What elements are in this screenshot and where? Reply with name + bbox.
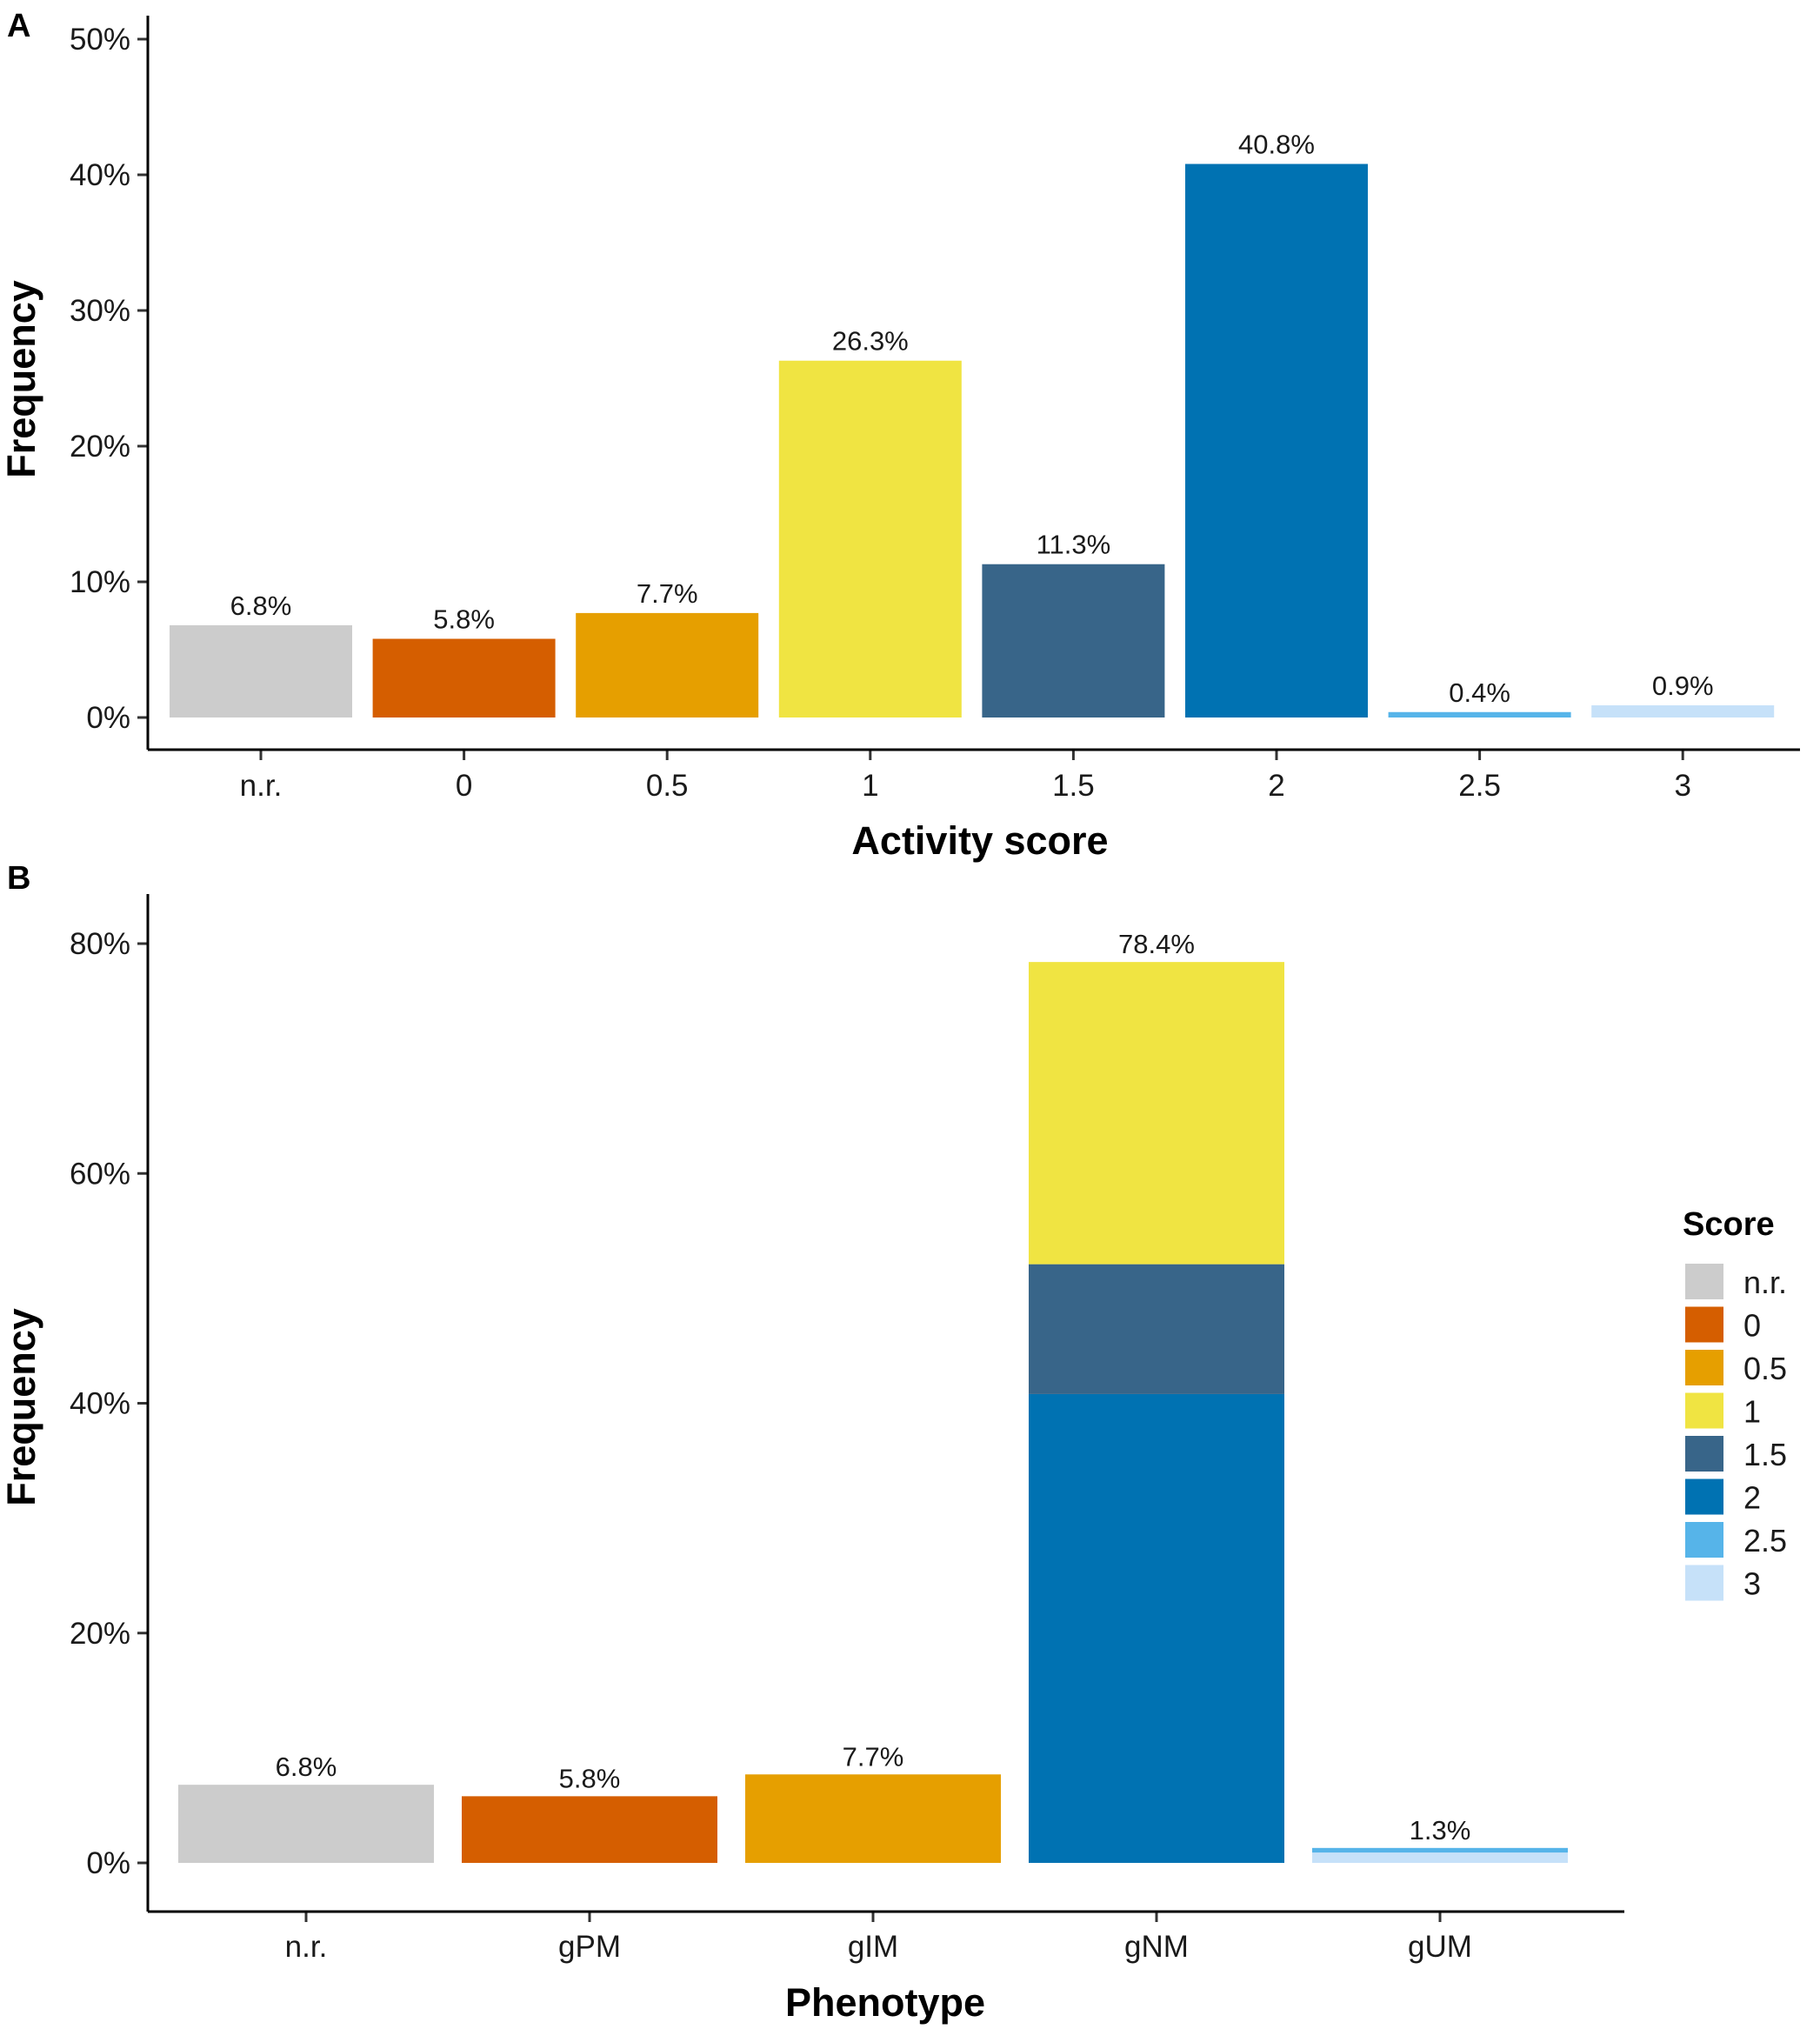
- panel-a-y-tick-label: 0%: [86, 701, 130, 735]
- legend-swatch-3: [1685, 1565, 1723, 1601]
- panel-b-x-tick-label-gnm: gNM: [1124, 1930, 1189, 1964]
- panel-b-x-tick-label-gpm: gPM: [558, 1930, 621, 1964]
- legend-swatch-1: [1685, 1392, 1723, 1429]
- panel-a-y-tick-label: 10%: [70, 565, 130, 599]
- panel-a-x-tick-label-0: 0: [456, 769, 472, 803]
- bar-0: [372, 638, 556, 717]
- bar-gnm-score-2: [1029, 1393, 1284, 1863]
- panel-a-x-title: Activity score: [851, 818, 1108, 863]
- bar-0-5: [576, 612, 759, 717]
- legend-swatch-n-r-: [1685, 1264, 1723, 1299]
- panel-a-y-tick-label: 30%: [70, 294, 130, 328]
- bar-label-0-5: 7.7%: [637, 578, 698, 609]
- legend-label-0: 0: [1743, 1308, 1761, 1344]
- bar-label-1-5: 11.3%: [1037, 530, 1111, 560]
- bar-label-gnm: 78.4%: [1118, 929, 1195, 959]
- legend: Score n.r. 0 0.5 1 1.5 2 2.5 3: [1683, 1206, 1787, 1602]
- legend-swatch-2-5: [1685, 1522, 1723, 1558]
- legend-label-n-r-: n.r.: [1743, 1265, 1787, 1300]
- bar-label-gum: 1.3%: [1410, 1815, 1471, 1845]
- panel-a-x-tick-label-2-5: 2.5: [1458, 769, 1501, 803]
- panel-a-x-tick-label-2: 2: [1268, 769, 1284, 803]
- panel-b-x-tick-label-gim: gIM: [848, 1930, 898, 1964]
- panel-b: B 0% 20% 40% 60% 80% 6.8% 5.8% 7.7% 78.4% 1.3% n…: [0, 860, 1624, 2025]
- bar-label-0: 5.8%: [433, 604, 495, 635]
- legend-swatch-0: [1685, 1306, 1723, 1343]
- panel-letter-a: A: [7, 8, 30, 44]
- bar-label-3: 0.9%: [1652, 671, 1714, 701]
- panel-b-bar-labels: 6.8% 5.8% 7.7% 78.4% 1.3%: [276, 929, 1471, 1845]
- panel-a-y-tick-label: 50%: [70, 23, 130, 57]
- panel-b-y-tick-label: 40%: [70, 1387, 130, 1421]
- panel-a-y-tick-label: 40%: [70, 158, 130, 192]
- legend-label-1: 1: [1743, 1394, 1761, 1430]
- panel-b-y-tick-label: 0%: [86, 1846, 130, 1880]
- panel-b-x-ticks: n.r. gPM gIM gNM gUM: [285, 1912, 1472, 1964]
- panel-b-bars: [178, 962, 1568, 1863]
- bar-gim-score-0-5: [745, 1774, 1001, 1863]
- legend-label-2-5: 2.5: [1743, 1523, 1787, 1558]
- legend-label-3: 3: [1743, 1566, 1761, 1602]
- panel-a: A 0%10%20%30%40%50% 6.8% 5.8%7.7%26.3%11.…: [0, 8, 1800, 863]
- panel-b-y-tick-label: 60%: [70, 1157, 130, 1191]
- bar-gum-score-3: [1312, 1852, 1568, 1863]
- legend-label-0-5: 0.5: [1743, 1351, 1787, 1386]
- panel-b-x-tick-label-gum: gUM: [1408, 1930, 1472, 1964]
- legend-label-2: 2: [1743, 1480, 1761, 1516]
- bar-label-2-5: 0.4%: [1449, 677, 1510, 708]
- panel-a-bar-labels: 6.8% 5.8% 7.7% 26.3% 11.3% 40.8% 0.4% 0.9%: [230, 130, 1714, 708]
- bar-1: [778, 360, 962, 717]
- panel-b-y-tick-label: 80%: [70, 927, 130, 961]
- bar-gum-score-2-5: [1312, 1847, 1568, 1853]
- panel-a-bars: [170, 164, 1775, 717]
- panel-a-x-tick-label-1-5: 1.5: [1052, 769, 1095, 803]
- bar-1-5: [982, 564, 1165, 717]
- bar-n-r-: [170, 624, 352, 717]
- panel-a-x-tick-label-1: 1: [862, 769, 878, 803]
- bar-gnm-score-1-5: [1029, 1264, 1284, 1394]
- legend-swatch-2: [1685, 1478, 1723, 1515]
- bar-label-n-r-: 6.8%: [230, 591, 292, 621]
- panel-a-y-title: Frequency: [0, 280, 43, 478]
- legend-entries: n.r. 0 0.5 1 1.5 2 2.5 3: [1685, 1264, 1787, 1602]
- bar-label-gim: 7.7%: [843, 1741, 904, 1772]
- panel-a-x-tick-label-n-r-: n.r.: [240, 769, 283, 803]
- bar-2: [1185, 164, 1368, 717]
- bar-label-2: 40.8%: [1238, 130, 1315, 160]
- bar-gnm-score-1: [1029, 962, 1284, 1265]
- panel-a-x-ticks: n.r. 0 0.5 1 1.5 2 2.5 3: [240, 750, 1691, 803]
- bar-2-5: [1388, 711, 1571, 717]
- bar-label-n-r-: 6.8%: [276, 1752, 337, 1782]
- panel-a-y-tick-label: 20%: [70, 430, 130, 464]
- legend-swatch-1-5: [1685, 1436, 1723, 1472]
- legend-label-1-5: 1.5: [1743, 1437, 1787, 1472]
- panel-b-x-title: Phenotype: [785, 1980, 985, 2025]
- bar-n-r--score-n-r-: [178, 1785, 434, 1863]
- panel-a-x-tick-label-3: 3: [1674, 769, 1690, 803]
- panel-b-x-tick-label-n-r-: n.r.: [285, 1930, 328, 1964]
- panel-b-y-tick-label: 20%: [70, 1617, 130, 1651]
- bar-gpm-score-0: [462, 1796, 717, 1863]
- panel-letter-b: B: [7, 860, 30, 897]
- panel-a-x-tick-label-0-5: 0.5: [646, 769, 689, 803]
- bar-label-1: 26.3%: [832, 326, 909, 357]
- panel-b-y-ticks: 0% 20% 40% 60% 80%: [70, 927, 148, 1880]
- bar-label-gpm: 5.8%: [559, 1763, 621, 1793]
- legend-title: Score: [1683, 1206, 1775, 1243]
- panel-b-y-title: Frequency: [0, 1308, 43, 1506]
- legend-swatch-0-5: [1685, 1350, 1723, 1385]
- bar-3: [1591, 704, 1775, 717]
- panel-a-y-ticks: 0% 10% 20% 30% 40% 50%: [70, 23, 148, 735]
